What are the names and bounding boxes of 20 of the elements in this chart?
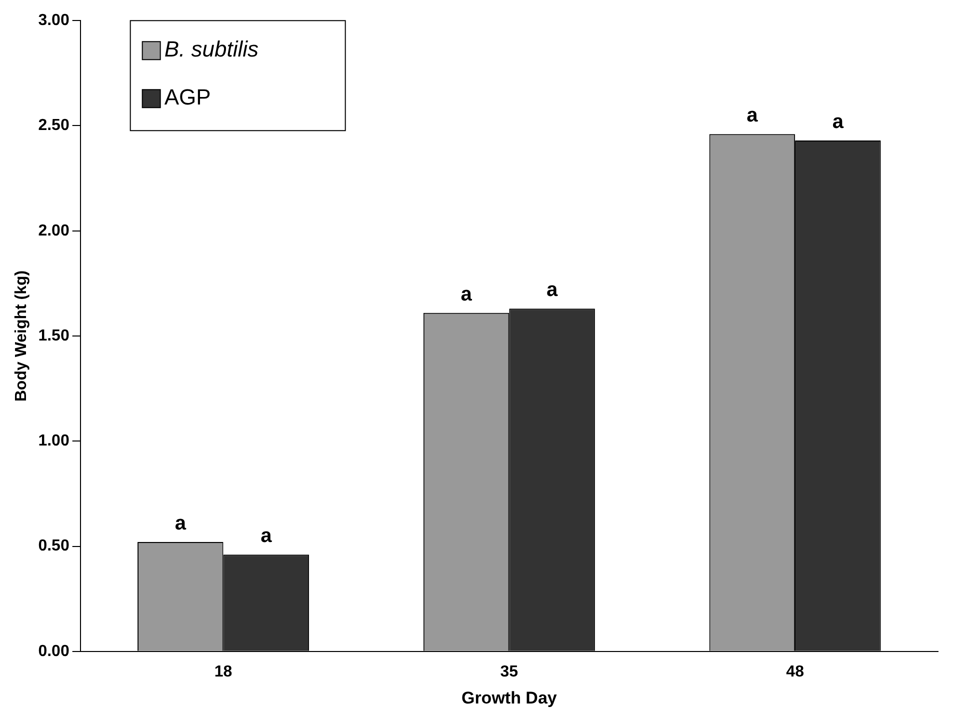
annotation: a (174, 512, 187, 535)
x-tick-label: 48 (786, 663, 804, 680)
legend-label: AGP (164, 84, 211, 110)
x-tick-label: 35 (500, 663, 518, 680)
annotation: a (460, 283, 473, 306)
x-tick-label: 18 (214, 663, 232, 680)
y-tick-label: 1.50 (38, 327, 70, 344)
annotation: a (746, 104, 759, 127)
y-tick-label: 0.50 (38, 538, 70, 555)
y-tick-label: 0.00 (38, 642, 70, 660)
y-axis-title: Body Weight (kg) (13, 270, 30, 402)
annotation: a (832, 110, 844, 133)
y-tick-label: 3.00 (38, 12, 70, 30)
y-tick-label: 1.00 (38, 432, 70, 450)
annotation: a (546, 279, 558, 302)
y-tick-label: 2.50 (38, 117, 70, 134)
x-axis-title: Growth Day (461, 688, 558, 708)
y-tick-label: 2.00 (38, 222, 70, 240)
legend-label: B. subtilis (164, 36, 258, 62)
annotation: a (260, 525, 273, 548)
